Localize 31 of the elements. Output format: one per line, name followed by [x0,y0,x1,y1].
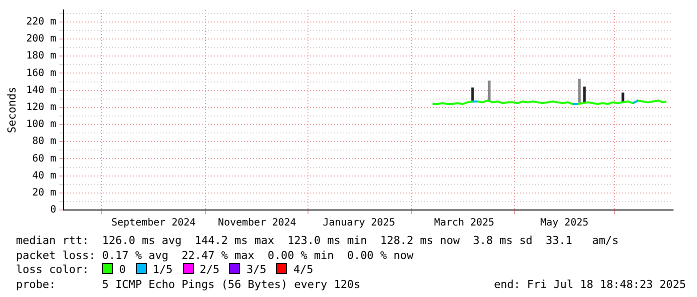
y-tick-label: 100 m [26,119,56,130]
text: probe: 5 ICMP Echo Pings (56 Bytes) every 120s [16,278,360,290]
x-tick-label: May 2025 [540,218,589,229]
bar [578,78,581,103]
text: median rtt: 126.0 ms avg 144.2 ms max 123.0 ms min 128.2 ms now 3.8 ms sd 33.1 am/s [16,234,620,248]
y-tick-label: 40 m [32,170,56,182]
x-tick-label: March 2025 [434,218,494,229]
x-tick-label: November 2024 [218,218,296,229]
x-tick-label: January 2025 [322,218,396,229]
legend-label: 3/5 [245,263,266,278]
legend-title: loss color: [16,263,89,276]
y-tick-label: 0 [50,204,56,216]
y-axis-title: Seconds [5,86,18,134]
legend-label: 1/5 [152,263,173,278]
text: end: Fri Jul 18 18:48:23 2025 [494,278,686,292]
y-tick-label: 140 m [26,84,56,96]
bar [583,86,586,103]
y-tick-label: 20 m [32,188,56,198]
y-tick-label: 160 m [26,68,56,79]
legend-label: 0 [118,263,126,278]
y-tick-label: 200 m [26,34,56,45]
y-tick-label: 180 m [26,50,56,62]
y-tick-label: 60 m [32,153,56,164]
legend-label: 2/5 [198,263,220,278]
legend-label: 4/5 [292,263,314,278]
y-tick-label: 120 m [26,102,56,114]
y-tick-label: 220 m [26,16,56,28]
x-tick-label: September 2024 [111,218,196,229]
bar [622,92,624,102]
text: packet loss: 0.17 % avg 22.47 % max 0.00 % min 0.00 % now [16,248,414,263]
y-tick-label: 80 m [32,136,56,148]
